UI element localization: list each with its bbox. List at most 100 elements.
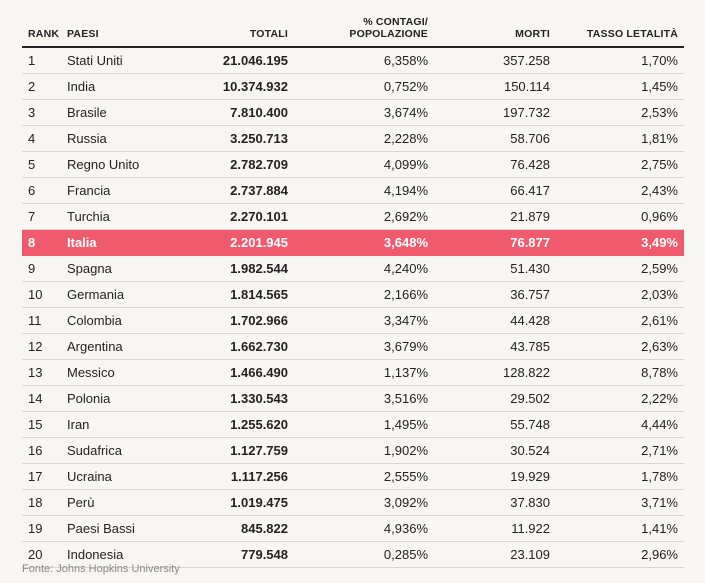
cell-country: Argentina bbox=[67, 333, 167, 360]
cell-deaths: 36.757 bbox=[428, 281, 550, 308]
cell-ratio: 0,285% bbox=[288, 541, 428, 568]
cell-country: Italia bbox=[67, 229, 167, 256]
cell-deaths: 76.877 bbox=[428, 229, 550, 256]
table-row: 3 Brasile 7.810.400 3,674% 197.732 2,53% bbox=[22, 99, 684, 126]
cell-lethality: 2,63% bbox=[550, 333, 684, 360]
cell-lethality: 2,71% bbox=[550, 437, 684, 464]
cell-country: Stati Uniti bbox=[67, 47, 167, 74]
cell-rank: 1 bbox=[22, 47, 67, 74]
cell-deaths: 51.430 bbox=[428, 255, 550, 282]
cell-rank: 18 bbox=[22, 489, 67, 516]
cell-ratio: 4,240% bbox=[288, 255, 428, 282]
cell-total: 1.662.730 bbox=[167, 333, 288, 360]
cell-total: 7.810.400 bbox=[167, 99, 288, 126]
cell-country: Polonia bbox=[67, 385, 167, 412]
cell-total: 2.737.884 bbox=[167, 177, 288, 204]
header-total: TOTALI bbox=[167, 6, 288, 48]
cell-country: Brasile bbox=[67, 99, 167, 126]
cell-ratio: 3,679% bbox=[288, 333, 428, 360]
cell-ratio: 1,495% bbox=[288, 411, 428, 438]
cell-total: 1.117.256 bbox=[167, 463, 288, 490]
cell-country: Russia bbox=[67, 125, 167, 152]
table-row: 2 India 10.374.932 0,752% 150.114 1,45% bbox=[22, 73, 684, 100]
cell-deaths: 37.830 bbox=[428, 489, 550, 516]
cell-total: 1.466.490 bbox=[167, 359, 288, 386]
cell-ratio: 2,228% bbox=[288, 125, 428, 152]
cell-lethality: 2,61% bbox=[550, 307, 684, 334]
table-row: 17 Ucraina 1.117.256 2,555% 19.929 1,78% bbox=[22, 463, 684, 490]
cell-rank: 20 bbox=[22, 541, 67, 568]
table-row: 12 Argentina 1.662.730 3,679% 43.785 2,63% bbox=[22, 333, 684, 360]
cell-rank: 19 bbox=[22, 515, 67, 542]
table-row: 10 Germania 1.814.565 2,166% 36.757 2,03% bbox=[22, 281, 684, 308]
table-row: 6 Francia 2.737.884 4,194% 66.417 2,43% bbox=[22, 177, 684, 204]
cell-deaths: 76.428 bbox=[428, 151, 550, 178]
cell-country: Perù bbox=[67, 489, 167, 516]
table-row: 8 Italia 2.201.945 3,648% 76.877 3,49% bbox=[22, 229, 684, 256]
cell-country: Paesi Bassi bbox=[67, 515, 167, 542]
cell-lethality: 1,45% bbox=[550, 73, 684, 100]
cell-lethality: 3,49% bbox=[550, 229, 684, 256]
cell-total: 845.822 bbox=[167, 515, 288, 542]
cell-rank: 7 bbox=[22, 203, 67, 230]
cell-rank: 16 bbox=[22, 437, 67, 464]
cell-lethality: 4,44% bbox=[550, 411, 684, 438]
cell-rank: 5 bbox=[22, 151, 67, 178]
cell-country: Indonesia bbox=[67, 541, 167, 568]
cell-total: 3.250.713 bbox=[167, 125, 288, 152]
table-row: 20 Indonesia 779.548 0,285% 23.109 2,96% bbox=[22, 541, 684, 568]
header-deaths: MORTI bbox=[428, 6, 550, 48]
cell-lethality: 1,78% bbox=[550, 463, 684, 490]
cell-rank: 10 bbox=[22, 281, 67, 308]
cell-deaths: 21.879 bbox=[428, 203, 550, 230]
cell-ratio: 3,648% bbox=[288, 229, 428, 256]
cell-deaths: 55.748 bbox=[428, 411, 550, 438]
source-note: Fonte: Johns Hopkins University bbox=[22, 563, 180, 575]
cell-ratio: 2,166% bbox=[288, 281, 428, 308]
table-row: 16 Sudafrica 1.127.759 1,902% 30.524 2,71% bbox=[22, 437, 684, 464]
cell-lethality: 1,41% bbox=[550, 515, 684, 542]
cell-ratio: 6,358% bbox=[288, 47, 428, 74]
table-row: 5 Regno Unito 2.782.709 4,099% 76.428 2,75% bbox=[22, 151, 684, 178]
cell-lethality: 2,59% bbox=[550, 255, 684, 282]
cell-lethality: 1,81% bbox=[550, 125, 684, 152]
cell-total: 1.982.544 bbox=[167, 255, 288, 282]
cell-lethality: 2,43% bbox=[550, 177, 684, 204]
cell-deaths: 23.109 bbox=[428, 541, 550, 568]
table-row: 1 Stati Uniti 21.046.195 6,358% 357.258 1,70% bbox=[22, 47, 684, 74]
cell-lethality: 2,53% bbox=[550, 99, 684, 126]
table-body: 1 Stati Uniti 21.046.195 6,358% 357.258 1,70%… bbox=[22, 47, 684, 568]
cell-ratio: 1,902% bbox=[288, 437, 428, 464]
cell-deaths: 150.114 bbox=[428, 73, 550, 100]
cell-total: 1.702.966 bbox=[167, 307, 288, 334]
table-row: 13 Messico 1.466.490 1,137% 128.822 8,78% bbox=[22, 359, 684, 386]
cell-total: 1.019.475 bbox=[167, 489, 288, 516]
header-country: PAESI bbox=[67, 6, 167, 48]
cell-rank: 14 bbox=[22, 385, 67, 412]
cell-ratio: 1,137% bbox=[288, 359, 428, 386]
cell-lethality: 2,75% bbox=[550, 151, 684, 178]
cell-rank: 17 bbox=[22, 463, 67, 490]
cell-total: 2.201.945 bbox=[167, 229, 288, 256]
cell-ratio: 3,092% bbox=[288, 489, 428, 516]
cell-total: 2.782.709 bbox=[167, 151, 288, 178]
cell-deaths: 43.785 bbox=[428, 333, 550, 360]
table-row: 18 Perù 1.019.475 3,092% 37.830 3,71% bbox=[22, 489, 684, 516]
cell-rank: 13 bbox=[22, 359, 67, 386]
cell-total: 1.255.620 bbox=[167, 411, 288, 438]
cell-rank: 9 bbox=[22, 255, 67, 282]
cell-deaths: 128.822 bbox=[428, 359, 550, 386]
cell-ratio: 0,752% bbox=[288, 73, 428, 100]
covid-ranking-table: RANK PAESI TOTALI % CONTAGI/POPOLAZIONE … bbox=[22, 6, 684, 568]
cell-total: 21.046.195 bbox=[167, 47, 288, 74]
cell-ratio: 2,692% bbox=[288, 203, 428, 230]
cell-country: Francia bbox=[67, 177, 167, 204]
cell-ratio: 3,347% bbox=[288, 307, 428, 334]
cell-country: Germania bbox=[67, 281, 167, 308]
cell-lethality: 0,96% bbox=[550, 203, 684, 230]
cell-total: 1.814.565 bbox=[167, 281, 288, 308]
cell-ratio: 4,099% bbox=[288, 151, 428, 178]
cell-total: 1.127.759 bbox=[167, 437, 288, 464]
cell-ratio: 4,936% bbox=[288, 515, 428, 542]
cell-country: Regno Unito bbox=[67, 151, 167, 178]
